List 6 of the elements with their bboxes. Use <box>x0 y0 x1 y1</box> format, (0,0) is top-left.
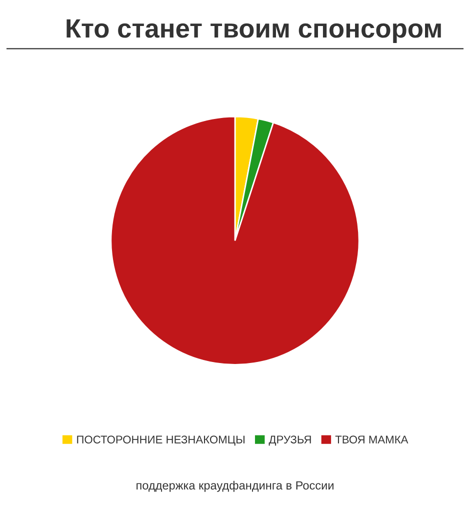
legend-label: ТВОЯ МАМКА <box>335 436 408 444</box>
legend-label: ПОСТОРОННИЕ НЕЗНАКОМЦЫ <box>77 436 244 446</box>
pie-slice <box>110 116 360 366</box>
legend-label: ДРУЗЬЯ <box>268 436 311 446</box>
text: поддержка краудфандинга в России <box>136 480 334 492</box>
chart-title: Кто станет твоим спонсором <box>66 19 441 44</box>
